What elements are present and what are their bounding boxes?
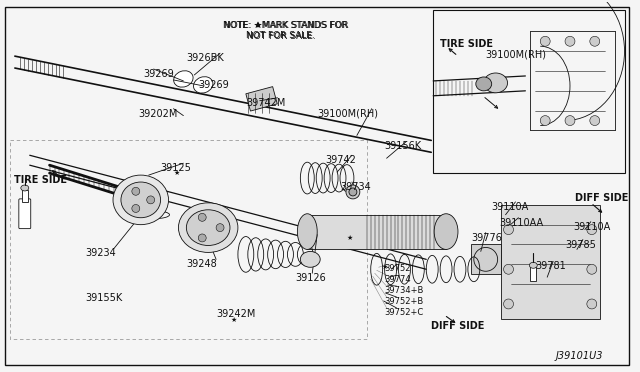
Text: NOT FOR SALE.: NOT FOR SALE. [224,32,316,41]
Ellipse shape [540,36,550,46]
Text: 39155K: 39155K [85,293,122,303]
Ellipse shape [587,225,596,235]
Ellipse shape [21,185,29,191]
Text: 39774: 39774 [385,275,412,284]
Text: 39785: 39785 [565,240,596,250]
Text: TIRE SIDE: TIRE SIDE [14,175,67,185]
Ellipse shape [186,210,230,246]
Text: 39202M: 39202M [139,109,178,119]
Ellipse shape [590,36,600,46]
Text: 39110A: 39110A [492,202,529,212]
Text: 39776: 39776 [471,232,502,243]
Ellipse shape [476,77,492,91]
Text: 39110A: 39110A [573,222,610,232]
Text: 39248: 39248 [186,259,217,269]
Ellipse shape [216,224,224,232]
Ellipse shape [113,175,168,225]
Ellipse shape [349,188,357,196]
Ellipse shape [565,36,575,46]
Text: 39269: 39269 [144,69,175,79]
Bar [22,190,28,202]
Text: 39110AA: 39110AA [500,218,544,228]
Bar [500,205,600,319]
Ellipse shape [434,214,458,250]
Ellipse shape [529,262,537,268]
Ellipse shape [173,71,193,87]
Text: 39242M: 39242M [216,309,255,319]
Text: ★: ★ [208,215,214,221]
Text: 39100M(RH): 39100M(RH) [317,109,378,119]
Text: NOT FOR SALE.: NOT FOR SALE. [223,31,315,40]
Bar [471,244,500,274]
Text: 39100M(RH): 39100M(RH) [486,49,547,59]
Ellipse shape [587,264,596,274]
Text: 39742: 39742 [325,155,356,165]
Ellipse shape [147,196,155,204]
Ellipse shape [198,234,206,242]
Text: 3926BK: 3926BK [186,53,224,63]
Ellipse shape [193,77,213,93]
Bar [307,215,446,250]
Text: TIRE SIDE: TIRE SIDE [440,39,493,49]
Ellipse shape [590,116,600,125]
Ellipse shape [587,299,596,309]
Text: ★: ★ [173,170,180,176]
Text: ★: ★ [347,235,353,241]
Text: 39156K: 39156K [385,141,422,151]
Text: 39125: 39125 [161,163,191,173]
Text: 39269: 39269 [198,80,229,90]
Ellipse shape [565,116,575,125]
Bar [246,87,277,111]
Text: 39126: 39126 [296,273,326,283]
Ellipse shape [346,185,360,199]
Text: ★: ★ [381,264,388,270]
Text: 39734: 39734 [340,182,371,192]
Ellipse shape [504,299,513,309]
Ellipse shape [504,225,513,235]
Ellipse shape [298,214,317,250]
Text: 39781: 39781 [535,262,566,271]
Text: 39752+C: 39752+C [385,308,424,317]
Text: 39734+B: 39734+B [385,286,424,295]
Ellipse shape [484,73,508,93]
Ellipse shape [132,205,140,212]
Ellipse shape [540,116,550,125]
Text: 39752+B: 39752+B [385,297,424,306]
Bar [531,267,536,281]
Ellipse shape [300,251,320,267]
Text: ★: ★ [231,317,237,323]
Ellipse shape [198,214,206,221]
Ellipse shape [504,264,513,274]
Text: 39234: 39234 [85,248,116,259]
Text: DIFF SIDE: DIFF SIDE [431,321,484,331]
Text: 39742M: 39742M [246,98,285,108]
Text: NOTE: ★MARK STANDS FOR: NOTE: ★MARK STANDS FOR [224,22,349,31]
Text: J39101U3: J39101U3 [555,350,603,360]
FancyBboxPatch shape [19,199,31,229]
Bar [433,10,625,173]
Ellipse shape [179,203,238,253]
Text: DIFF SIDE: DIFF SIDE [575,193,628,203]
Ellipse shape [132,187,140,195]
Text: 39752: 39752 [385,264,411,273]
Text: NOTE: ★MARK STANDS FOR: NOTE: ★MARK STANDS FOR [223,22,348,31]
FancyBboxPatch shape [527,278,540,312]
Ellipse shape [121,182,161,218]
